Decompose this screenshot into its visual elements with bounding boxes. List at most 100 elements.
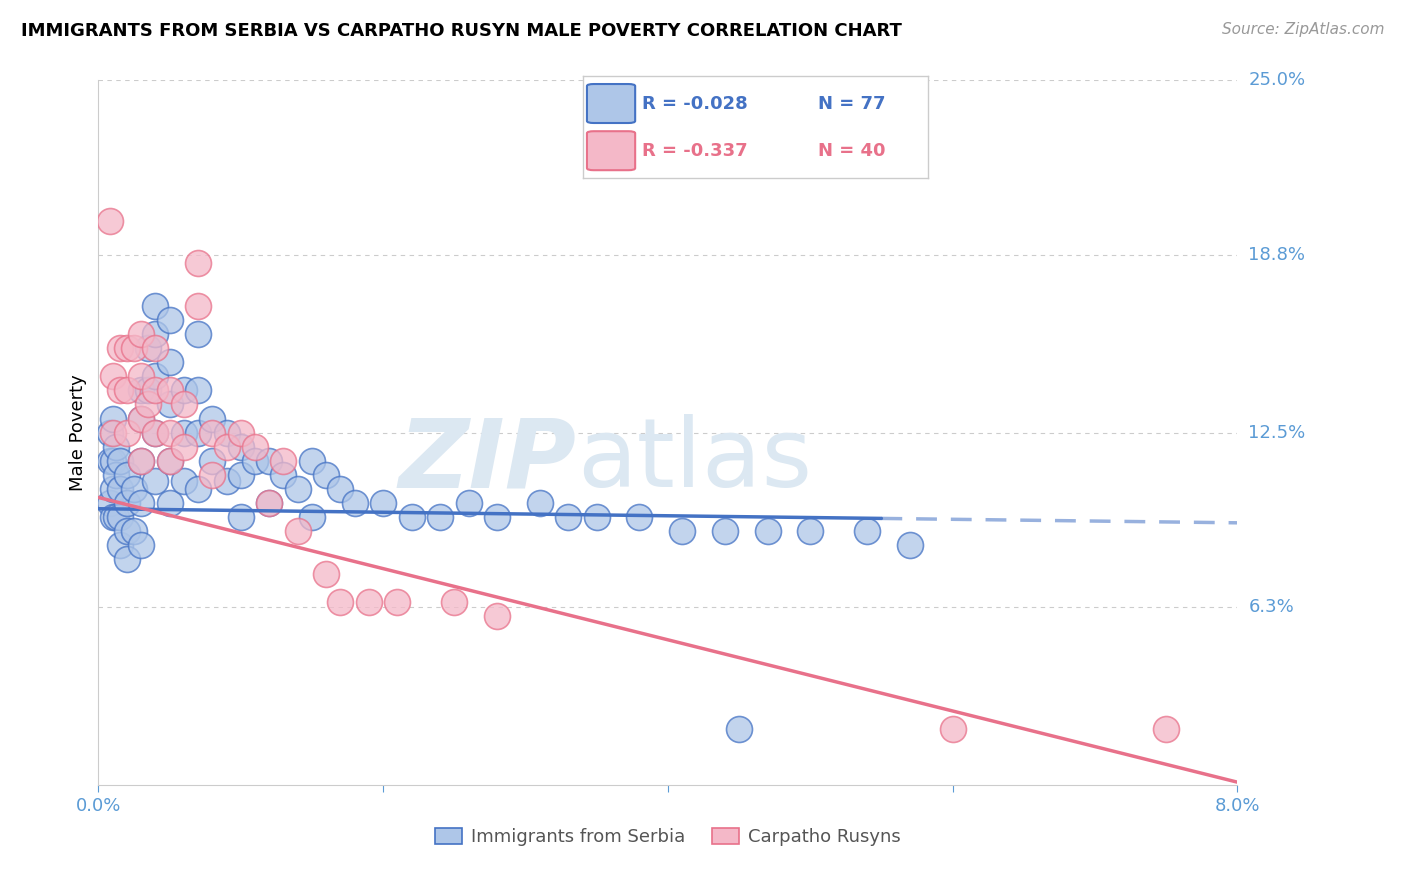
Point (98, 214, 121, 228)
Point (145, 341, 167, 355)
Legend: Immigrants from Serbia, Carpatho Rusyns: Immigrants from Serbia, Carpatho Rusyns (427, 821, 908, 854)
Point (136, 397, 159, 411)
Point (714, 524, 737, 539)
Point (187, 425, 209, 440)
Point (115, 384, 138, 398)
Point (201, 411, 224, 425)
Point (329, 595, 352, 609)
Point (315, 467, 337, 482)
FancyBboxPatch shape (586, 131, 636, 170)
Point (201, 467, 224, 482)
Point (243, 440, 266, 454)
Point (159, 454, 181, 468)
Text: 6.3%: 6.3% (1249, 599, 1294, 616)
Point (145, 299, 167, 313)
Point (371, 496, 394, 510)
FancyBboxPatch shape (586, 84, 636, 123)
Point (942, 722, 965, 736)
Point (115, 467, 138, 482)
Point (315, 566, 337, 581)
Point (101, 425, 124, 440)
Point (187, 482, 209, 496)
Text: 18.8%: 18.8% (1249, 246, 1305, 264)
Point (215, 425, 238, 440)
Point (856, 524, 879, 539)
Point (122, 524, 145, 539)
Text: R = -0.337: R = -0.337 (643, 142, 748, 160)
Point (628, 510, 651, 524)
Point (136, 384, 159, 398)
Point (108, 341, 131, 355)
Point (145, 326, 167, 341)
Point (529, 496, 551, 510)
Text: 25.0%: 25.0% (1249, 71, 1306, 89)
Point (301, 510, 323, 524)
Point (129, 454, 152, 468)
Point (756, 524, 779, 539)
Text: 12.5%: 12.5% (1249, 424, 1306, 442)
Point (728, 722, 751, 736)
Point (101, 411, 124, 425)
Text: N = 77: N = 77 (818, 95, 886, 112)
Y-axis label: Male Poverty: Male Poverty (69, 375, 87, 491)
Point (108, 482, 131, 496)
Point (187, 326, 209, 341)
Point (273, 454, 295, 468)
Point (486, 608, 509, 623)
Point (145, 425, 167, 440)
Text: N = 40: N = 40 (818, 142, 886, 160)
Point (159, 355, 181, 369)
Point (173, 474, 195, 488)
Text: R = -0.028: R = -0.028 (643, 95, 748, 112)
Point (101, 510, 124, 524)
Point (443, 595, 465, 609)
Point (98, 425, 121, 440)
Point (229, 510, 252, 524)
Point (98, 496, 121, 510)
Text: Source: ZipAtlas.com: Source: ZipAtlas.com (1222, 22, 1385, 37)
Point (187, 299, 209, 313)
Point (329, 482, 352, 496)
Text: IMMIGRANTS FROM SERBIA VS CARPATHO RUSYN MALE POVERTY CORRELATION CHART: IMMIGRANTS FROM SERBIA VS CARPATHO RUSYN… (21, 22, 903, 40)
Point (104, 467, 127, 482)
Point (159, 313, 181, 327)
Point (115, 496, 138, 510)
Point (173, 425, 195, 440)
Point (287, 482, 309, 496)
Text: ZIP: ZIP (399, 414, 576, 508)
Point (145, 369, 167, 384)
Point (129, 326, 152, 341)
Point (104, 440, 127, 454)
Point (357, 595, 380, 609)
Point (229, 440, 252, 454)
Point (145, 425, 167, 440)
Point (129, 411, 152, 425)
Point (343, 496, 366, 510)
Point (457, 496, 479, 510)
Point (108, 510, 131, 524)
Point (898, 538, 921, 552)
Point (129, 369, 152, 384)
Point (173, 440, 195, 454)
Point (201, 425, 224, 440)
Point (229, 467, 252, 482)
Point (187, 256, 209, 270)
Point (122, 482, 145, 496)
Point (115, 552, 138, 566)
Point (557, 510, 579, 524)
Point (401, 510, 423, 524)
Point (187, 384, 209, 398)
Point (159, 496, 181, 510)
Point (101, 369, 124, 384)
Point (799, 524, 821, 539)
Point (104, 510, 127, 524)
Point (159, 425, 181, 440)
Point (108, 384, 131, 398)
Point (173, 397, 195, 411)
Point (429, 510, 451, 524)
Text: atlas: atlas (576, 414, 811, 508)
Point (159, 397, 181, 411)
Point (229, 425, 252, 440)
Point (108, 454, 131, 468)
Point (136, 341, 159, 355)
